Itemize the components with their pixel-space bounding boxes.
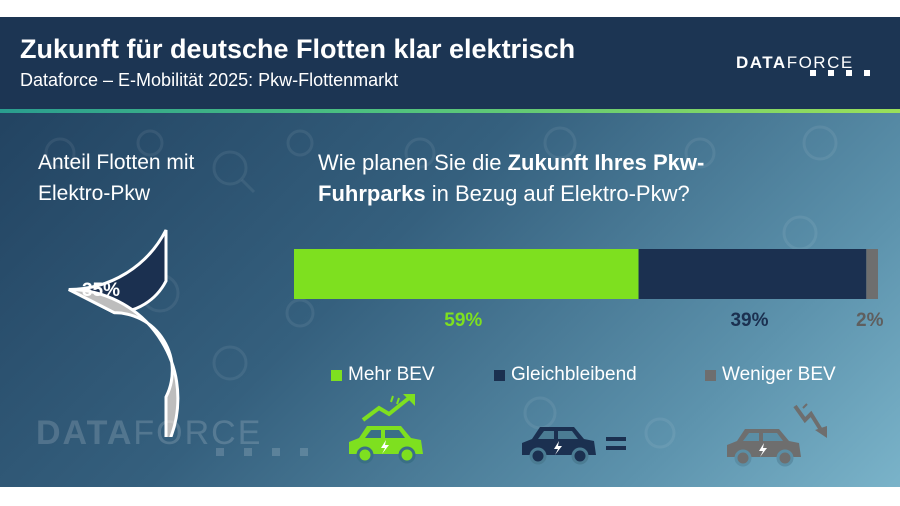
- bg-circle-icon-2: [285, 298, 315, 328]
- watermark-bold: DATA: [36, 414, 134, 452]
- share-label: Anteil Flotten mit Elektro-Pkw: [38, 147, 194, 209]
- donut-value-label: 35%: [82, 280, 120, 301]
- bar-segment-1: [638, 249, 867, 299]
- legend-swatch-green: [331, 369, 342, 381]
- bg-circle-icon: [136, 129, 164, 157]
- share-label-line2: Elektro-Pkw: [38, 182, 151, 205]
- bar-label-more: 59%: [444, 310, 483, 331]
- gray-car-falling-arrow-icon: [727, 403, 827, 467]
- header-accent-line: [0, 109, 900, 113]
- bg-gear-icon-3: [684, 137, 716, 169]
- legend-swatch-gray: [705, 369, 716, 381]
- dataforce-logo: DATAFORCE: [736, 53, 854, 73]
- bg-search-icon-2: [404, 137, 436, 169]
- question-bold1: Zukunft Ihres Pkw-: [507, 150, 705, 175]
- question-part2: in Bezug auf Elektro-Pkw?: [425, 181, 690, 206]
- stacked-bar-chart: [294, 249, 878, 299]
- legend-swatch-navy: [494, 369, 505, 381]
- legend-same: Gleichbleibend: [494, 364, 637, 386]
- navy-car-equals-icon: [522, 427, 626, 465]
- background-pattern: [44, 125, 838, 449]
- question-part1: Wie planen Sie die: [318, 150, 508, 175]
- legend-same-label: Gleichbleibend: [511, 364, 637, 385]
- legend-less-label: Weniger BEV: [722, 364, 836, 385]
- bg-doc-icon: [543, 126, 577, 160]
- bg-search-icon: [212, 150, 248, 186]
- infographic-card: Zukunft für deutsche Flotten klar elektr…: [0, 17, 900, 487]
- bg-eye-icon: [286, 129, 314, 157]
- donut-slice-1: [68, 288, 180, 437]
- logo-text-bold: DATA: [736, 53, 787, 72]
- bg-chart-icon-2: [802, 125, 838, 161]
- survey-question: Wie planen Sie die Zukunft Ihres Pkw- Fu…: [318, 147, 704, 209]
- half-donut-chart: 35%: [68, 229, 180, 437]
- logo-text-light: FORCE: [786, 53, 854, 72]
- bar-label-less: 2%: [856, 310, 884, 331]
- bar-segment-0: [294, 249, 639, 299]
- header-bar: [0, 17, 900, 109]
- watermark-logo: DATAFORCE: [36, 414, 262, 453]
- bg-doc-icon-2: [644, 417, 676, 449]
- legend-more: Mehr BEV: [331, 364, 435, 386]
- legend-more-label: Mehr BEV: [348, 364, 435, 385]
- watermark-light: FORCE: [133, 414, 263, 452]
- page-subtitle: Dataforce – E-Mobilität 2025: Pkw-Flotte…: [20, 70, 399, 90]
- page-title: Zukunft für deutsche Flotten klar elektr…: [20, 34, 576, 64]
- legend-less: Weniger BEV: [705, 364, 836, 386]
- share-label-line1: Anteil Flotten mit: [38, 151, 195, 174]
- green-car-rising-arrow-icon: [349, 394, 423, 464]
- bar-label-same: 39%: [730, 310, 769, 331]
- bar-segment-2: [866, 249, 878, 299]
- question-bold2: Fuhrparks: [318, 181, 426, 206]
- bg-gear-icon: [44, 137, 76, 169]
- bg-gear-icon-2: [212, 345, 248, 381]
